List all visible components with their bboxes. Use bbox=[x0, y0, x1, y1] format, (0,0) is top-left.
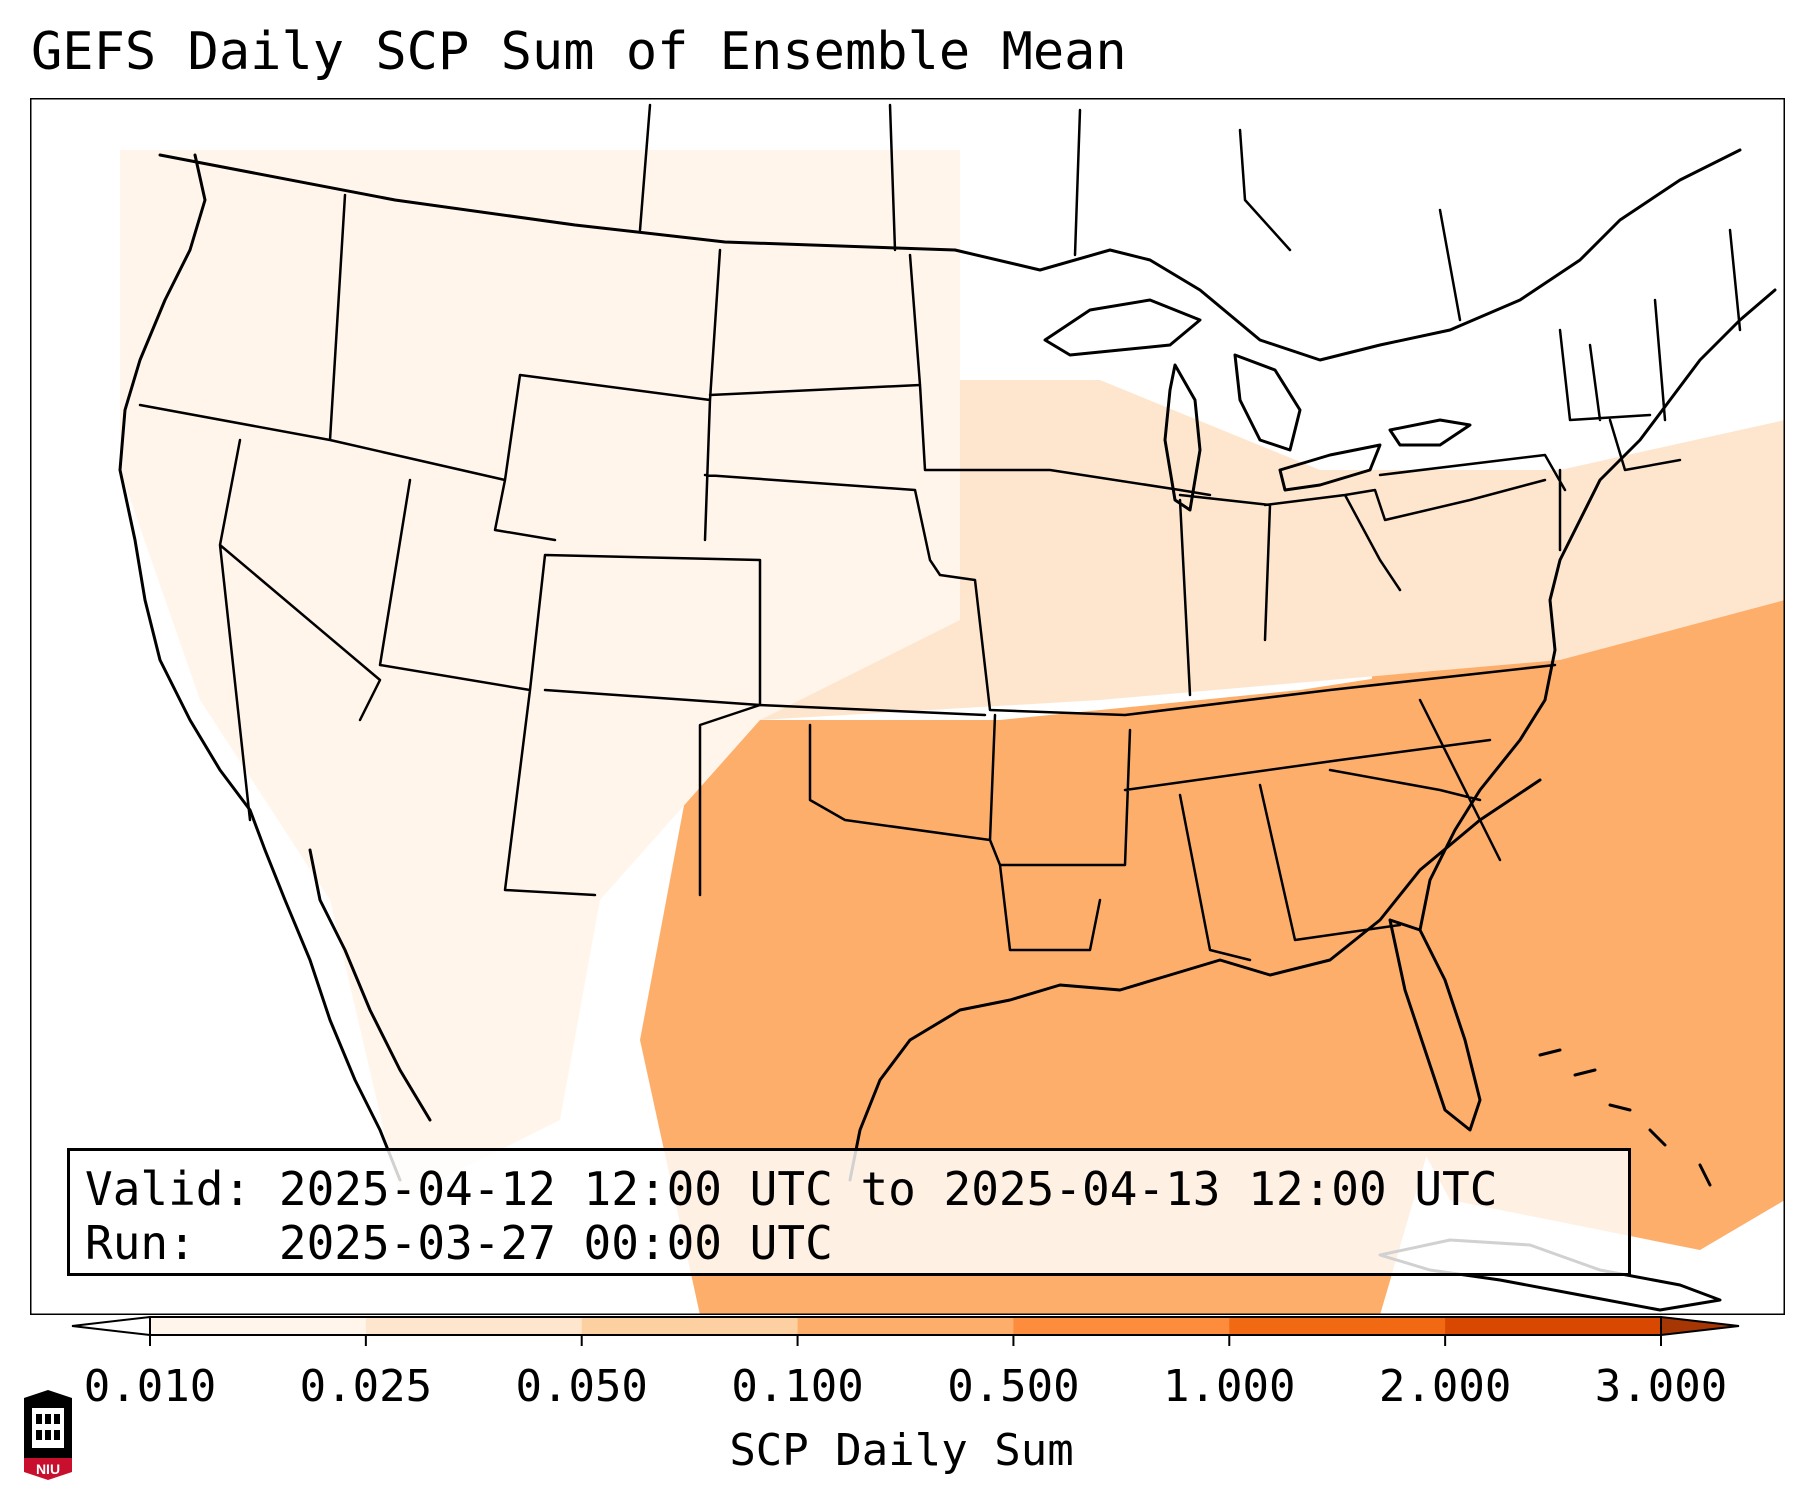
fill-region-west-light bbox=[120, 150, 960, 1200]
colorbar-over-extension bbox=[1660, 1315, 1740, 1337]
colorbar-tick-label: 0.025 bbox=[299, 1361, 433, 1412]
florida-peninsula bbox=[1388, 918, 1482, 1132]
colorbar-segment bbox=[365, 1317, 583, 1335]
colorbar-tick-label: 1.000 bbox=[1163, 1361, 1296, 1412]
colorbar-segment bbox=[797, 1317, 1014, 1335]
svg-text:NIU: NIU bbox=[36, 1461, 60, 1477]
colorbar-segment bbox=[581, 1317, 799, 1335]
colorbar-tick-label: 0.050 bbox=[515, 1361, 648, 1412]
colorbar-segment bbox=[150, 1317, 367, 1335]
colorbar-tick-label: 0.010 bbox=[83, 1361, 217, 1412]
map-area bbox=[30, 98, 1785, 1315]
gulf-coastline bbox=[848, 778, 1542, 1182]
atlantic-coastline bbox=[1418, 288, 1777, 932]
niu-logo-icon: NIU bbox=[24, 1390, 72, 1480]
colorbar-frame bbox=[149, 1316, 1662, 1336]
canada-border-east bbox=[953, 148, 1742, 362]
valid-label: Valid: bbox=[85, 1162, 252, 1216]
canada-border-west bbox=[158, 153, 957, 252]
run-label: Run: bbox=[85, 1216, 196, 1270]
colorbar-tick-label: 0.500 bbox=[947, 1361, 1080, 1412]
colorbar-tick-label: 0.100 bbox=[731, 1361, 864, 1412]
colorbar-segment bbox=[1013, 1317, 1230, 1335]
lake-huron bbox=[1233, 353, 1302, 452]
valid-value: 2025-04-12 12:00 UTC to 2025-04-13 12:00… bbox=[278, 1162, 1498, 1216]
colorbar-ticks bbox=[149, 1335, 1662, 1346]
baja-peninsula bbox=[308, 848, 432, 1122]
colorbar-label: SCP Daily Sum bbox=[729, 1425, 1074, 1476]
lake-michigan bbox=[1163, 363, 1202, 512]
colorbar-tick-label: 2.000 bbox=[1378, 1361, 1512, 1412]
lake-superior bbox=[1043, 298, 1202, 357]
valid-time-box: Valid: 2025-04-12 12:00 UTC to 2025-04-1… bbox=[67, 1148, 1631, 1276]
colorbar bbox=[71, 1315, 1740, 1346]
colorbar-under-extension bbox=[71, 1315, 151, 1337]
colorbar-segment bbox=[1445, 1317, 1662, 1335]
pacific-coastline bbox=[118, 153, 402, 1182]
bahamas bbox=[1538, 1048, 1712, 1187]
lake-ontario bbox=[1388, 418, 1472, 447]
colorbar-segments bbox=[150, 1317, 1662, 1335]
map-title: GEFS Daily SCP Sum of Ensemble Mean bbox=[31, 22, 1127, 82]
run-value: 2025-03-27 00:00 UTC bbox=[278, 1216, 833, 1270]
state-borders bbox=[138, 103, 1742, 962]
lake-erie bbox=[1278, 443, 1382, 492]
colorbar-tick-label: 3.000 bbox=[1594, 1361, 1728, 1412]
valid-line: Valid: 2025-04-12 12:00 UTC to 2025-04-1… bbox=[85, 1163, 1497, 1215]
colorbar-segment bbox=[1229, 1317, 1446, 1335]
fill-region-atlantic-broad bbox=[1330, 520, 1785, 1250]
run-line: Run: 2025-03-27 00:00 UTC bbox=[85, 1217, 833, 1269]
scp-fill-layer bbox=[120, 150, 1785, 1315]
